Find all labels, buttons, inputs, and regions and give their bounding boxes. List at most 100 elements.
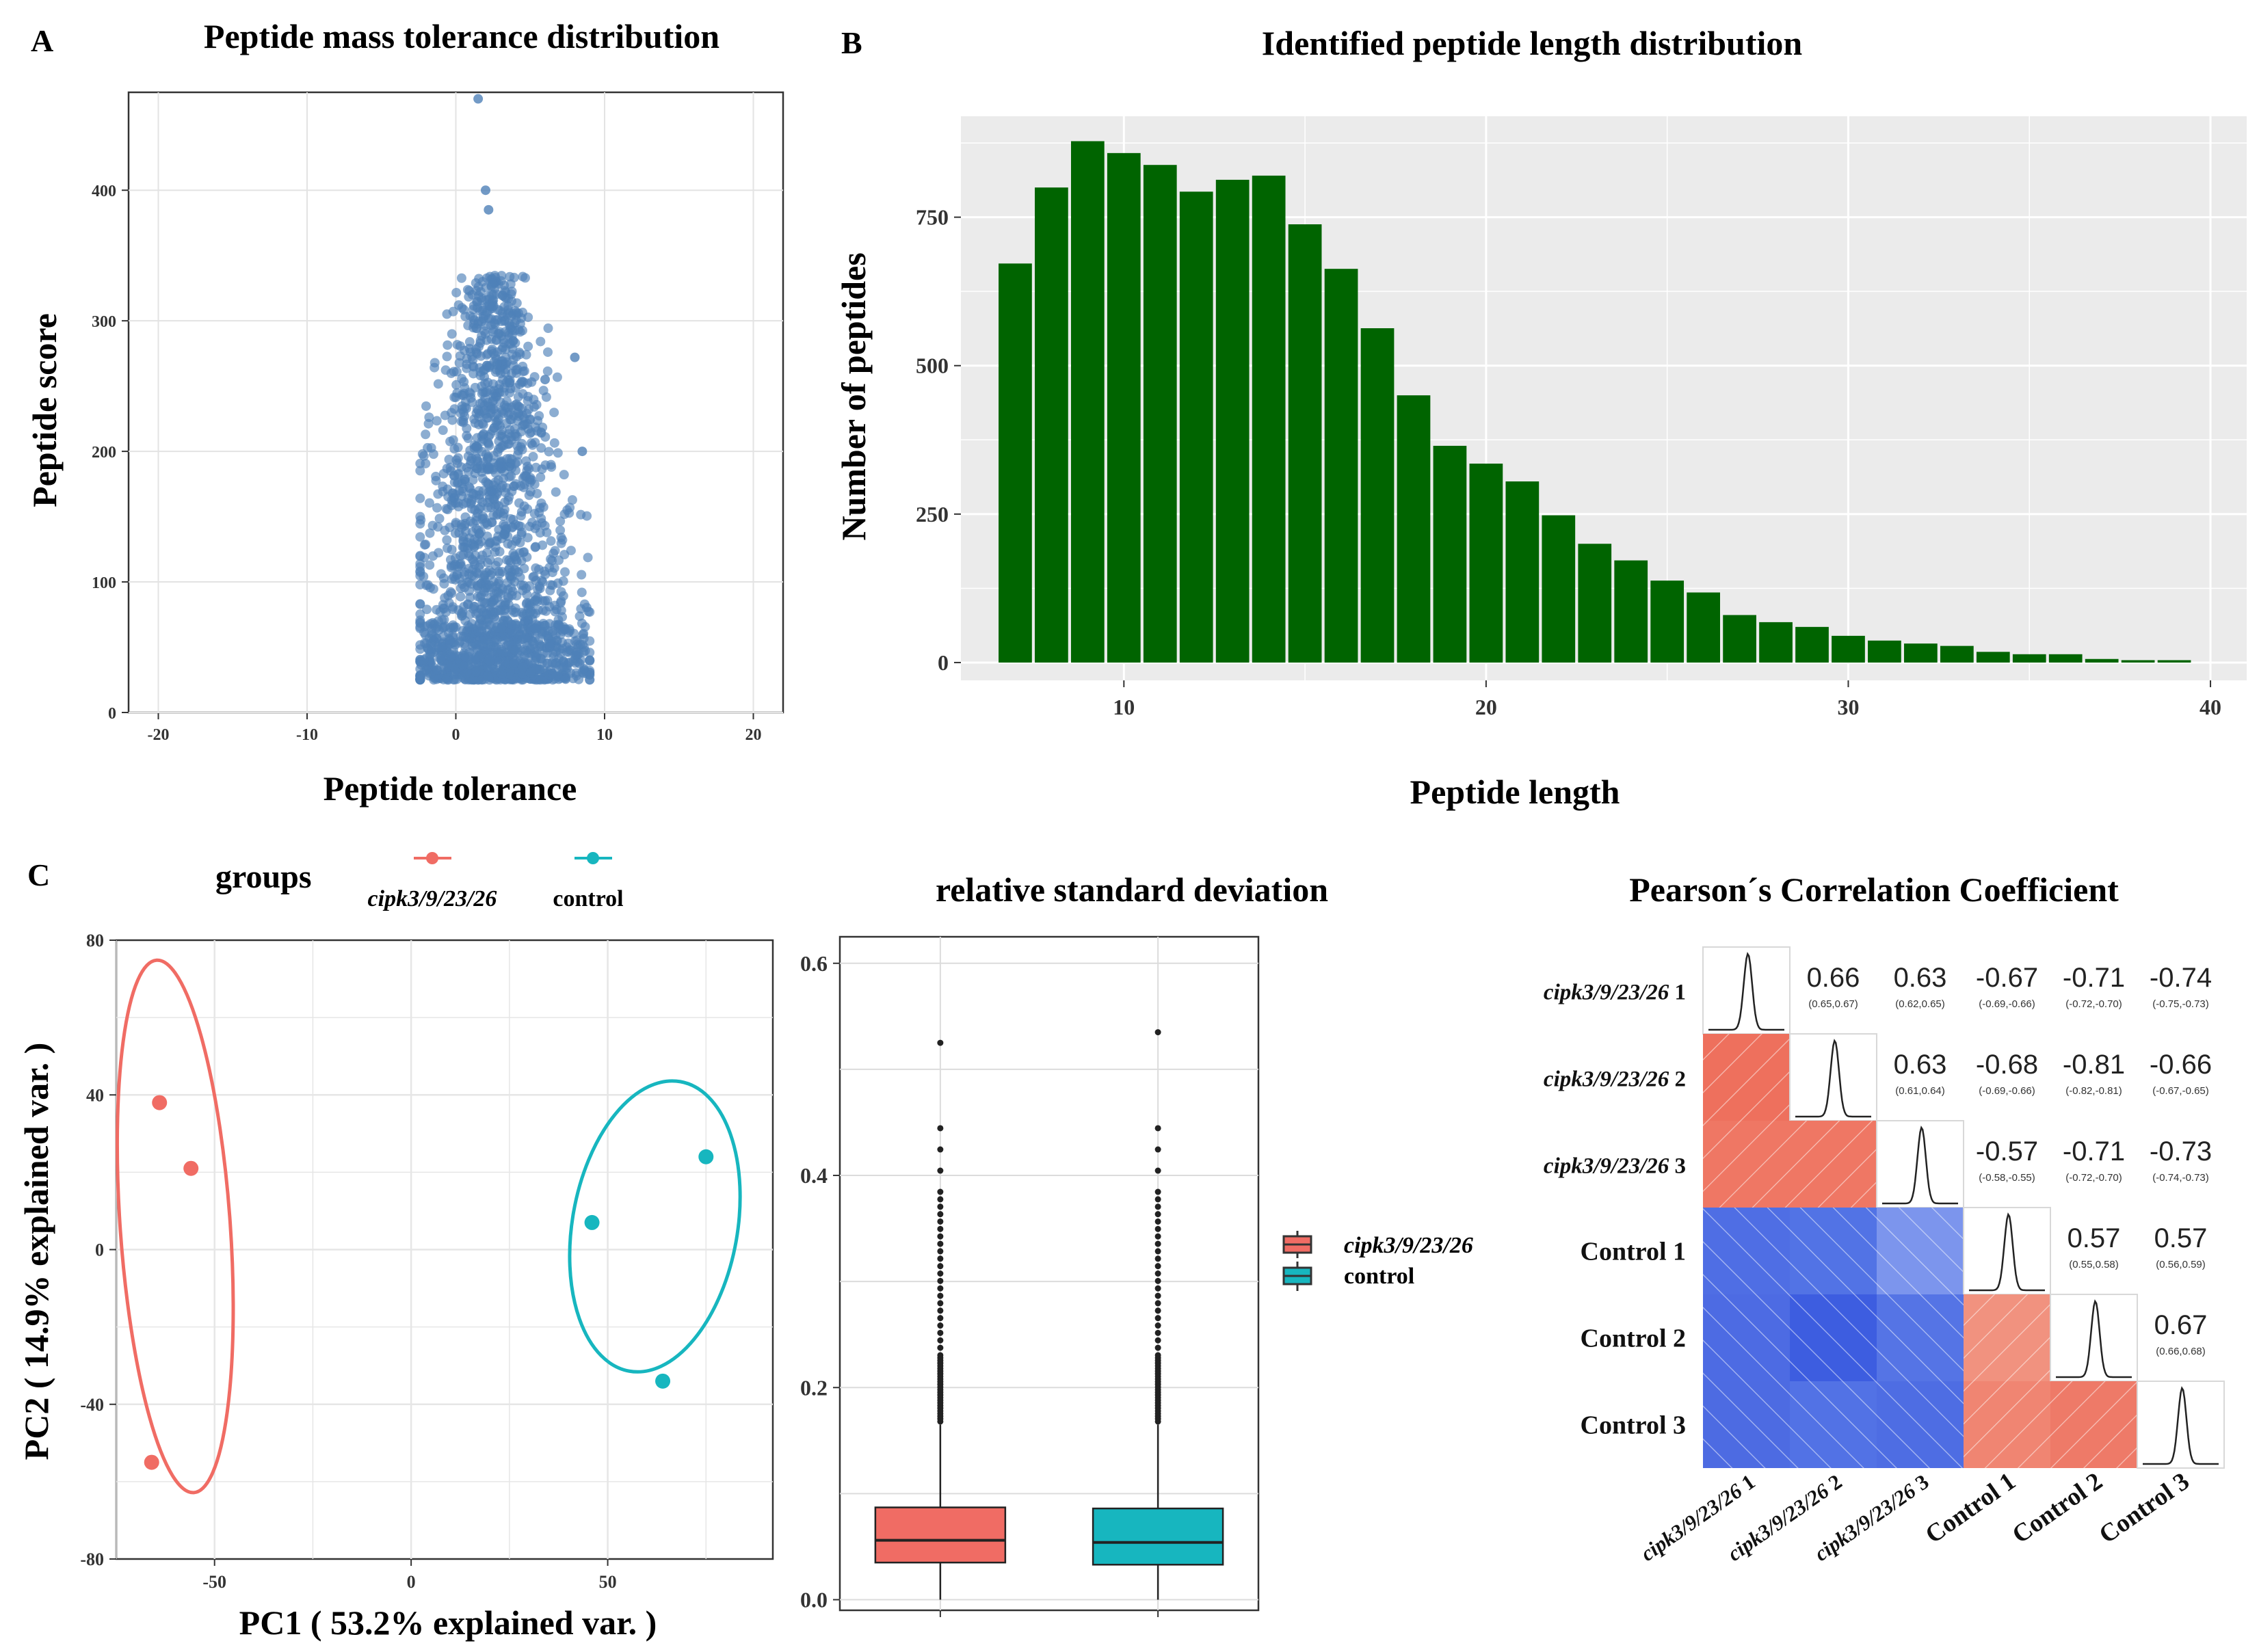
panel-a-point (525, 414, 535, 425)
pca-point-control (584, 1214, 600, 1230)
panel-a-point (467, 351, 477, 362)
corr-value: -0.71 (2063, 1136, 2125, 1167)
panel-a-point (465, 516, 475, 527)
pca-ytick-label: 40 (86, 1085, 104, 1105)
panel-a-point (457, 404, 467, 414)
panel-a-point (545, 642, 555, 652)
panel-a-point (419, 451, 429, 461)
panel-a-point (523, 603, 533, 613)
corr-ci: (0.62,0.65) (1895, 998, 1945, 1010)
rsd-outlier (937, 1196, 944, 1203)
panel-a-point (488, 425, 498, 436)
rsd-outlier (937, 1240, 944, 1247)
panel-a-point (555, 630, 566, 640)
panel-a-point (535, 503, 545, 513)
panel-a-point (459, 304, 469, 315)
panel-a-point (415, 551, 425, 561)
panel-a-point (471, 667, 481, 677)
panel-letter-a: A (31, 23, 53, 58)
rsd-outlier (937, 1233, 944, 1240)
corr-title: Pearson´s Correlation Coefficient (1629, 870, 2119, 909)
panel-a-point (522, 552, 532, 562)
corr-cell-hatch (1703, 1381, 1790, 1468)
rsd-outlier (1154, 1167, 1161, 1174)
rsd-outlier (937, 1337, 944, 1344)
panel-b-xtick-label: 30 (1837, 695, 1859, 719)
corr-value: -0.74 (2150, 963, 2212, 993)
panel-a-point (470, 462, 480, 472)
corr-cell-hatch (1703, 1294, 1790, 1381)
panel-a-point (499, 635, 509, 645)
panel-a-point (474, 342, 484, 352)
panel-a-point (514, 411, 524, 421)
pca-point-cipk (152, 1095, 168, 1110)
corr-density-curve (1795, 1039, 1871, 1118)
panel-a-point (501, 524, 511, 535)
panel-a-point (484, 438, 494, 449)
panel-a-point (415, 559, 425, 569)
panel-a-point (544, 602, 555, 612)
rsd-outlier (937, 1167, 944, 1174)
rsd-outlier (937, 1255, 944, 1262)
rsd-outlier (937, 1344, 944, 1351)
panel-a-point (554, 555, 564, 565)
panel-a-point (525, 667, 536, 678)
panel-a-point (510, 565, 520, 575)
panel-a-point (569, 628, 579, 639)
panel-b-bar (2157, 660, 2191, 663)
panel-b-bar (1578, 544, 1612, 663)
corr-value: 0.57 (2068, 1223, 2121, 1253)
panel-b-bar (2121, 660, 2155, 663)
panel-a-point (526, 438, 536, 449)
panel-a-point (415, 532, 425, 542)
panel-a-point (500, 327, 510, 337)
panel-a-point (508, 355, 518, 365)
panel-a-point (512, 621, 523, 631)
corr-row-label: cipk3/9/23/26 2 (1544, 1067, 1686, 1092)
panel-a-point (436, 641, 447, 652)
corr-cell-hatch (1877, 1381, 1964, 1468)
panel-a-point (486, 404, 496, 414)
corr-ci: (-0.69,-0.66) (1979, 998, 2035, 1010)
panel-a-xtick-label: 20 (745, 726, 762, 744)
rsd-outlier (1154, 1125, 1161, 1132)
panel-a-point (432, 665, 442, 676)
panel-c-plot: -50 0 50 -80 -40 0 40 80 (80, 931, 774, 1592)
panel-a-point (489, 494, 499, 505)
panel-a-point (519, 563, 529, 574)
panel-a-point (560, 567, 570, 577)
panel-a-point (540, 620, 551, 630)
pca-ytick-label: -80 (80, 1549, 104, 1569)
panel-a-point (477, 381, 487, 391)
rsd-outlier (937, 1352, 944, 1359)
panel-a-point (477, 621, 487, 631)
panel-letter-c: C (27, 857, 50, 892)
panel-a-point (422, 621, 432, 631)
panel-a-point (525, 643, 536, 654)
corr-ci: (0.61,0.64) (1895, 1085, 1945, 1097)
panel-a-point (496, 369, 506, 379)
rsd-outlier (937, 1203, 944, 1210)
corr-ci: (-0.75,-0.73) (2152, 998, 2209, 1010)
panel-a-point (543, 347, 553, 357)
rsd-outlier (937, 1039, 944, 1046)
rsd-outlier (1154, 1352, 1161, 1359)
corr-value: 0.66 (1807, 963, 1860, 993)
panel-a-point (421, 458, 431, 468)
rsd-outlier (1154, 1277, 1161, 1284)
panel-b-title: Identified peptide length distribution (1262, 24, 1803, 62)
panel-a-point (579, 663, 589, 674)
rsd-box (874, 1506, 1007, 1564)
pca-ytick-label: 0 (95, 1240, 104, 1260)
panel-a-point (468, 361, 478, 371)
corr-value: 0.67 (2154, 1310, 2208, 1340)
panel-a-point (512, 298, 522, 308)
panel-a-point (438, 600, 448, 610)
panel-a-point (458, 607, 468, 617)
rsd-outlier (937, 1329, 944, 1336)
panel-a-point (507, 454, 517, 464)
rsd-outlier (937, 1322, 944, 1329)
pca-legend-title: groups (215, 859, 312, 895)
panel-a-point (434, 514, 445, 524)
